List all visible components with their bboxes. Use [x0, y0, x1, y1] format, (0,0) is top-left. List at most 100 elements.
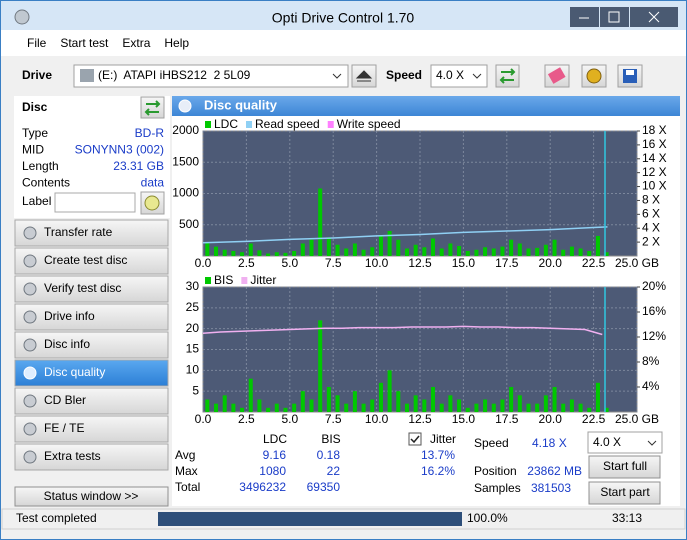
y2-tick-label: 16% — [642, 304, 666, 318]
stat-label: Avg — [175, 448, 195, 462]
stat-bis: 0.18 — [317, 448, 341, 462]
disc-fields: Type BD-R MID SONYNN3 (002) Length 23.31 GB Co… — [22, 126, 164, 190]
data-bar — [309, 399, 314, 412]
disc-refresh[interactable] — [140, 96, 165, 119]
field-label: Length — [22, 159, 59, 173]
data-bar — [491, 248, 496, 256]
nav-icon — [23, 282, 37, 296]
field-value: BD-R — [135, 126, 165, 140]
x-tick-label: 5.0 — [281, 256, 298, 270]
data-bar — [483, 399, 488, 412]
drive-select[interactable] — [73, 64, 349, 88]
data-bar — [248, 378, 253, 412]
maximize-button[interactable] — [600, 7, 629, 27]
refresh-button[interactable] — [495, 64, 520, 88]
nav-label: Disc quality — [44, 365, 105, 379]
field-label: MID — [22, 143, 44, 157]
disc-heading: Disc — [22, 100, 48, 114]
nav-button[interactable] — [14, 387, 169, 415]
x-tick-label: 5.0 — [281, 412, 298, 426]
test-speed-select[interactable] — [587, 431, 663, 454]
x-tick-label: 25.0 GB — [615, 412, 659, 426]
dropdown-arrow — [332, 73, 342, 79]
data-bar — [413, 395, 418, 412]
menu-item[interactable]: Help — [164, 36, 189, 50]
x-tick-label: 17.5 — [495, 256, 519, 270]
x-tick-label: 7.5 — [325, 256, 342, 270]
nav-button[interactable] — [14, 247, 169, 275]
data-bar — [431, 238, 436, 256]
legend-label: Jitter — [250, 273, 276, 287]
nav-label: Create test disc — [44, 253, 127, 267]
nav-label: CD Bler — [44, 393, 86, 407]
nav-button[interactable] — [14, 303, 169, 331]
nav-button[interactable] — [14, 219, 169, 247]
start-part-button[interactable] — [588, 481, 661, 505]
y2-tick-label: 20% — [642, 279, 666, 293]
settings-glyph — [586, 68, 602, 84]
data-bar — [543, 244, 548, 256]
speed-reading: 4.18 X — [532, 436, 567, 450]
stat-label: Max — [175, 464, 198, 478]
x-tick-label: 7.5 — [325, 412, 342, 426]
data-bar — [318, 320, 323, 412]
data-bar — [465, 407, 470, 412]
nav-icon — [23, 310, 37, 324]
jitter-checkbox[interactable] — [408, 432, 422, 446]
x-tick-label: 15.0 — [452, 256, 476, 270]
menu-item[interactable]: File — [27, 36, 47, 50]
data-bar — [361, 249, 366, 256]
status-window-button[interactable] — [14, 486, 169, 507]
close-glyph — [648, 11, 660, 23]
data-bar — [439, 248, 444, 256]
nav-icon — [23, 394, 37, 408]
menu-item[interactable]: Start test — [60, 36, 109, 50]
data-bar — [595, 236, 600, 256]
y2-tick-label: 4% — [642, 379, 660, 393]
minimize-button[interactable] — [570, 7, 599, 27]
nav-button[interactable] — [14, 331, 169, 359]
data-bar — [248, 243, 253, 256]
speed-select[interactable] — [430, 64, 488, 88]
nav-button[interactable] — [14, 443, 169, 471]
data-bar — [413, 244, 418, 256]
data-bar — [222, 249, 227, 256]
stat-jitter: 13.7% — [421, 448, 455, 462]
data-bar — [396, 239, 401, 256]
nav-button[interactable] — [14, 359, 169, 387]
nav-button[interactable] — [14, 275, 169, 303]
legend-label: Read speed — [255, 117, 320, 131]
data-bar — [509, 239, 514, 256]
y-tick-label: 25 — [186, 300, 200, 314]
legend-swatch — [327, 121, 334, 128]
data-bar — [569, 399, 574, 412]
dropdown-arrow — [647, 440, 657, 446]
label-input[interactable] — [54, 192, 136, 213]
data-bar — [604, 407, 609, 412]
nav-label: Drive info — [44, 309, 95, 323]
y-tick-label: 2000 — [172, 123, 199, 137]
data-bar — [292, 403, 297, 412]
nav-icon — [23, 450, 37, 464]
x-tick-label: 15.0 — [452, 412, 476, 426]
field-label: Type — [22, 126, 48, 140]
stat-bis: 22 — [327, 464, 341, 478]
window-title: Opti Drive Control 1.70 — [272, 10, 415, 26]
data-bar — [370, 399, 375, 412]
data-bar — [552, 387, 557, 412]
data-bar — [231, 403, 236, 412]
progress-text: 100.0% — [467, 511, 508, 525]
menu-item[interactable]: Extra — [122, 36, 150, 50]
nav-button[interactable] — [14, 415, 169, 443]
data-bar — [500, 399, 505, 412]
nav-icon — [23, 254, 37, 268]
stat-header: LDC — [263, 432, 287, 446]
x-tick-label: 12.5 — [408, 256, 432, 270]
data-bar — [543, 395, 548, 412]
app-icon — [14, 9, 30, 25]
stat-label: Total — [175, 480, 200, 494]
panel-title-band — [172, 96, 680, 116]
start-full-button[interactable] — [588, 455, 661, 479]
y2-tick-label: 12% — [642, 329, 666, 343]
